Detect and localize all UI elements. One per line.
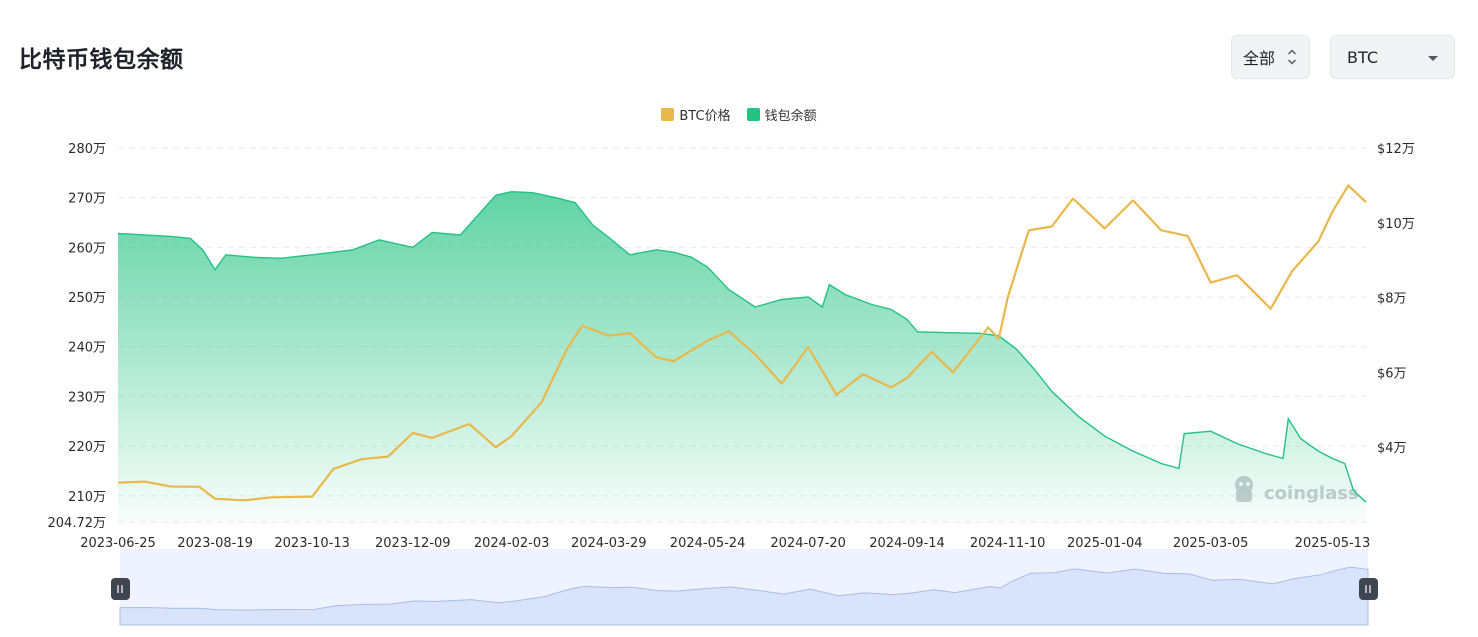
series-area-wallet-balance	[118, 191, 1366, 522]
y-left-tick-label: 210万	[68, 490, 106, 505]
y-left-tick-label: 250万	[68, 291, 106, 306]
y-right-tick-label: $10万	[1377, 217, 1415, 232]
series-layer	[117, 184, 1367, 522]
legend-item-balance[interactable]: 钱包余额	[746, 104, 817, 124]
axis-labels: 280万 270万 260万 250万 240万 230万 220万 210万 204.72万 $…	[48, 142, 1415, 551]
y-left-tick-label: 260万	[68, 241, 106, 256]
series-line-btc-price	[117, 184, 1367, 502]
y-left-tick-label: 230万	[68, 390, 106, 405]
x-tick-label: 2025-01-04	[1067, 536, 1143, 551]
zoom-slider[interactable]	[111, 549, 1378, 626]
zoom-preview-area	[119, 566, 1369, 626]
x-tick-label: 2024-05-24	[670, 536, 746, 551]
caret-down-icon	[1428, 56, 1438, 61]
y-left-tick-label: 270万	[68, 192, 106, 207]
y-right-tick-label: $8万	[1377, 292, 1407, 307]
range-select[interactable]: 全部	[1231, 35, 1310, 79]
page-title: 比特币钱包余额	[19, 47, 184, 73]
x-tick-label: 2025-05-13	[1295, 536, 1371, 551]
zoom-handle-left[interactable]	[111, 578, 130, 600]
y-left-tick-label: 280万	[68, 142, 106, 157]
asset-select[interactable]: BTC	[1330, 35, 1455, 79]
updown-chevron-icon	[1288, 49, 1296, 65]
x-tick-label: 2024-02-03	[474, 536, 550, 551]
x-tick-label: 2023-06-25	[80, 536, 156, 551]
legend-label-price: BTC价格	[679, 108, 731, 124]
x-tick-label: 2023-08-19	[177, 536, 253, 551]
asset-select-value: BTC	[1347, 47, 1378, 67]
x-tick-label: 2024-07-20	[770, 536, 846, 551]
x-tick-label: 2023-10-13	[274, 536, 350, 551]
x-tick-label: 2024-09-14	[869, 536, 945, 551]
zoom-handle-right[interactable]	[1359, 578, 1378, 600]
y-right-tick-label: $12万	[1377, 142, 1415, 157]
legend-label-balance: 钱包余额	[764, 108, 817, 124]
x-tick-label: 2024-11-10	[970, 536, 1046, 551]
series-line-wallet-balance	[117, 190, 1367, 503]
zoom-preview	[119, 566, 1369, 626]
y-right-tick-label: $4万	[1377, 441, 1407, 456]
legend-swatch-balance	[746, 107, 760, 121]
legend-swatch-price	[661, 107, 675, 121]
x-tick-label: 2023-12-09	[375, 536, 451, 551]
y-left-tick-label: 240万	[68, 341, 106, 356]
chart-legend: BTC价格 钱包余额	[0, 104, 1478, 124]
range-select-value: 全部	[1243, 49, 1276, 68]
y-left-tick-label: 204.72万	[48, 516, 107, 531]
legend-item-price[interactable]: BTC价格	[661, 104, 731, 124]
x-tick-label: 2025-03-05	[1173, 536, 1249, 551]
x-tick-label: 2024-03-29	[571, 536, 647, 551]
y-left-tick-label: 220万	[68, 440, 106, 455]
y-right-tick-label: $6万	[1377, 366, 1407, 381]
